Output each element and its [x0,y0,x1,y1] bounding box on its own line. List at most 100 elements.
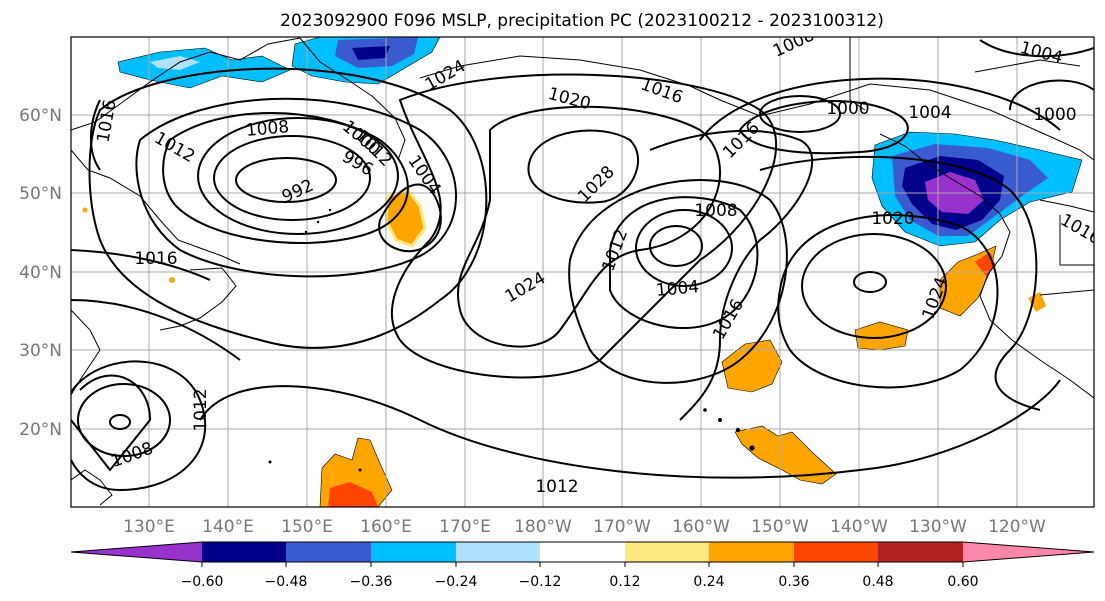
precip-area-neg [117,47,291,89]
colorbar-segment [878,542,963,562]
isobar [609,196,759,329]
isobar [457,105,721,348]
graticule [71,37,1094,507]
isobar [738,100,909,155]
isobar [378,183,442,253]
precip-area-pos [1028,292,1046,312]
isobar-label: 1000 [1033,105,1076,125]
isobar [759,155,1041,411]
isobar [71,374,152,472]
colorbar-tick-label: −0.60 [181,574,224,590]
isobar [71,299,241,361]
longitude-label: 180°W [514,517,572,537]
isobar [235,157,337,203]
isobar [109,414,131,430]
isobar-label: 1004 [908,103,951,123]
border-canada-us [1039,199,1094,213]
longitude-label: 140°E [202,517,254,537]
isobar [88,67,488,349]
precip-area-pos [328,482,378,507]
isobar [649,225,703,267]
map-layers: 1016 1012 1008 1000 996 992 1004 1024 10… [71,37,1094,507]
longitude-label: 160°W [672,517,730,537]
isobar [89,99,101,171]
latitude-labels: 60°N 50°N 40°N 30°N 20°N [19,106,62,440]
border-alaska-canada [849,37,866,111]
coastline-asia-north [71,37,301,131]
colorbar-tick-label: 0.24 [693,574,724,590]
longitude-label: 140°W [830,517,888,537]
island [718,418,722,422]
colorbar-tick-label: −0.36 [350,574,393,590]
latitude-label: 20°N [19,420,62,440]
longitude-labels: 130°E 140°E 150°E 160°E 170°E 180°W 170°W 160°W… [123,517,1046,537]
isobar [213,135,371,221]
precip-area-pos [169,277,175,283]
island [268,460,272,464]
isobar [77,383,171,457]
colorbar-segment [202,542,286,562]
isobar [391,73,778,379]
latitude-label: 60°N [19,106,62,126]
coastline-japan [159,267,237,331]
isobar [162,112,409,244]
isobar-label: 1000 [826,99,869,119]
latitude-label: 30°N [19,341,62,361]
isobar [197,117,399,235]
colorbar-segment [371,542,456,562]
isobar [979,39,1094,58]
precip-area-neg [352,46,390,60]
isobar-label: 1012 [535,477,578,497]
precip-area-pos [721,339,783,393]
isobar [853,271,887,293]
longitude-label: 160°E [360,517,412,537]
colorbar-tick-label: 0.12 [609,574,640,590]
colorbar-segment [794,542,878,562]
colorbar-tick-label: −0.12 [519,574,562,590]
colorbar-tick-label: 0.36 [778,574,809,590]
island [328,208,332,212]
isobar [135,97,457,278]
latitude-label: 50°N [19,184,62,204]
colorbar-tick-label: −0.24 [435,574,478,590]
isobar [71,360,207,492]
isobar-label: 1012 [191,388,211,431]
colorbar-segment [456,542,540,562]
isobar [1009,79,1094,111]
isobar [635,209,733,287]
island [735,427,741,433]
isobar-label: 1004 [655,277,700,301]
longitude-label: 150°E [281,517,333,537]
isobar [777,214,999,389]
island [358,468,362,472]
border-us-mexico [1039,289,1094,296]
isobar [527,129,640,204]
colorbar-tick-label: −0.48 [265,574,308,590]
colorbar-tick-label: 0.60 [947,574,978,590]
longitude-label: 150°W [751,517,809,537]
islands [268,208,755,472]
longitude-label: 170°E [439,517,491,537]
isobar-label: 1008 [694,201,737,221]
coastline-kamchatka [299,37,406,161]
isobar [199,379,1061,479]
isobars [71,39,1094,492]
figure-title: 2023092900 F096 MSLP, precipitation PC (… [280,11,884,31]
colorbar-segment [540,542,625,562]
colorbar-segment [71,542,202,562]
isobar-label: 1020 [871,209,914,229]
map-frame [70,36,1095,508]
isobar [649,129,814,421]
colorbar-segment [625,542,709,562]
colorbar-segment [286,542,371,562]
island [749,445,755,451]
isobar [699,77,1061,141]
isobar [71,249,211,281]
colorbar-segment [963,542,1094,562]
precip-area-pos [734,425,837,485]
isobar [801,233,947,339]
isobar [568,179,788,384]
longitude-label: 120°W [988,517,1046,537]
